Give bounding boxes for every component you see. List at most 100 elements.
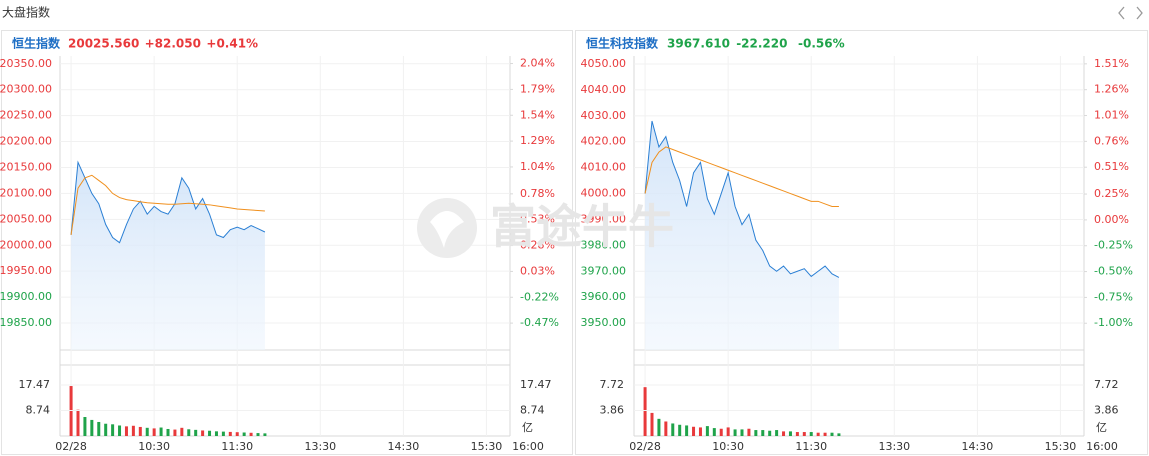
volume-bar — [104, 423, 108, 436]
y-tick-label: 3990.00 — [581, 212, 627, 225]
volume-bar — [830, 432, 834, 436]
volume-bar — [733, 429, 737, 436]
volume-bar — [823, 432, 827, 436]
y-tick-label: 20200.00 — [0, 135, 52, 148]
volume-tick-label: 17.47 — [520, 378, 552, 391]
y2-tick-label: 0.78% — [520, 187, 555, 200]
volume-bar — [671, 423, 675, 436]
y-tick-label: 4020.00 — [581, 135, 627, 148]
y-tick-label: 3970.00 — [581, 264, 627, 277]
y2-tick-label: 1.79% — [520, 82, 555, 95]
volume-bar — [138, 426, 142, 436]
y2-tick-label: -0.75% — [1094, 290, 1133, 303]
volume-bar — [740, 429, 744, 436]
y-tick-label: 4050.00 — [581, 57, 627, 70]
y-tick-label: 19950.00 — [0, 264, 52, 277]
watermark: 富途牛牛 — [417, 198, 674, 258]
volume-bar — [795, 432, 799, 436]
y2-tick-label: -1.00% — [1094, 316, 1133, 329]
y-tick-label: 20000.00 — [0, 238, 52, 251]
volume-bar — [214, 431, 218, 436]
x-tick-label: 02/28 — [55, 440, 87, 453]
y-tick-label: 3960.00 — [581, 290, 627, 303]
volume-bar — [90, 419, 94, 436]
volume-bar — [747, 428, 751, 436]
volume-bar — [124, 426, 128, 436]
average-line — [644, 146, 839, 207]
volume-bar — [111, 424, 115, 436]
x-tick-label: 11:30 — [221, 440, 253, 453]
y-tick-label: 4030.00 — [581, 109, 627, 122]
volume-bar — [242, 432, 246, 436]
volume-bar — [664, 421, 668, 436]
y2-tick-label: 0.53% — [520, 213, 555, 226]
volume-bar — [145, 427, 149, 436]
y2-tick-label: -0.22% — [520, 290, 559, 303]
price-line — [70, 160, 266, 244]
prev-button[interactable] — [1118, 6, 1125, 20]
volume-bar — [221, 431, 225, 436]
volume-bar — [159, 427, 163, 436]
volume-bar — [83, 417, 87, 436]
volume-bar — [692, 426, 696, 436]
y-tick-label: 3980.00 — [581, 238, 627, 251]
volume-bar — [837, 433, 841, 436]
watermark-text: 富途牛牛 — [490, 200, 674, 254]
x-tick-label: 10:30 — [138, 440, 170, 453]
y-tick-label: 20050.00 — [0, 212, 52, 225]
volume-bar — [761, 430, 765, 436]
y2-tick-label: 0.76% — [1094, 134, 1129, 147]
y2-tick-label: 1.26% — [1094, 83, 1129, 96]
x-tick-label: 02/28 — [629, 440, 661, 453]
volume-bar — [698, 427, 702, 436]
volume-bar — [719, 428, 723, 436]
volume-bar — [650, 412, 654, 436]
page-title: 大盘指数 — [2, 5, 50, 20]
volume-bar — [173, 429, 177, 436]
y-tick-label: 4040.00 — [581, 83, 627, 96]
volume-unit: 亿 — [1096, 421, 1107, 434]
volume-bar — [76, 409, 80, 436]
x-tick-label: 16:00 — [1086, 440, 1118, 453]
average-line — [70, 174, 265, 235]
next-button[interactable] — [1136, 6, 1143, 20]
y2-tick-label: 0.03% — [520, 264, 555, 277]
last-price: 20025.560 — [68, 37, 139, 51]
volume-bar — [256, 433, 260, 436]
y-tick-label: 4000.00 — [581, 187, 627, 200]
volume-bar — [643, 387, 647, 436]
volume-tick-label: 17.47 — [19, 378, 51, 391]
volume-bar — [788, 431, 792, 436]
x-tick-label: 13:30 — [878, 440, 910, 453]
volume-bar — [249, 432, 253, 436]
volume-bar — [775, 430, 779, 436]
x-tick-label: 11:30 — [795, 440, 827, 453]
y2-tick-label: 1.54% — [520, 108, 555, 121]
volume-unit: 亿 — [522, 421, 533, 434]
y-tick-label: 19850.00 — [0, 316, 52, 329]
change: +82.050 — [145, 37, 201, 51]
y2-tick-label: -0.50% — [1094, 265, 1133, 278]
volume-bar — [152, 428, 156, 436]
volume-bar — [768, 430, 772, 436]
change: -22.220 — [736, 37, 787, 51]
y-tick-label: 20150.00 — [0, 160, 52, 173]
volume-bar — [208, 430, 212, 436]
y2-tick-label: 1.51% — [1094, 57, 1129, 70]
y2-tick-label: 1.01% — [1094, 109, 1129, 122]
volume-bar — [754, 430, 758, 436]
volume-bar — [235, 432, 239, 436]
volume-bar — [97, 421, 101, 436]
x-tick-label: 10:30 — [712, 440, 744, 453]
panel-border — [1, 30, 573, 455]
volume-bar — [809, 432, 813, 436]
y2-tick-label: 0.51% — [1094, 160, 1129, 173]
y2-tick-label: 0.25% — [1094, 187, 1129, 200]
last-price: 3967.610 — [667, 37, 730, 51]
y-tick-label: 19900.00 — [0, 290, 52, 303]
x-tick-label: 14:30 — [962, 440, 994, 453]
volume-tick-label: 7.72 — [600, 378, 625, 391]
volume-bar — [705, 426, 709, 436]
volume-bar — [201, 430, 205, 436]
